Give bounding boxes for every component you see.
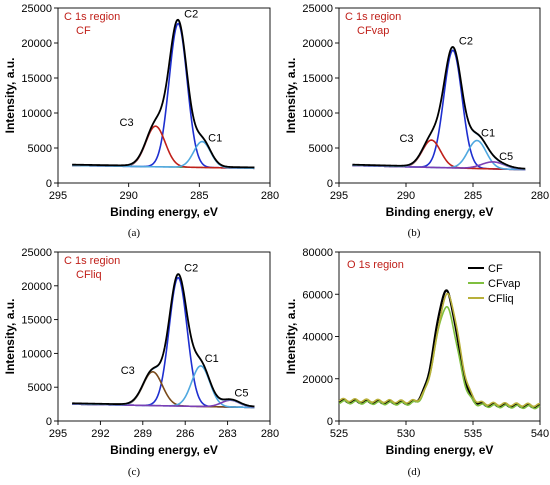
y-tick-label: 20000 — [302, 38, 333, 50]
peak-label-c2: C2 — [184, 9, 198, 21]
y-tick-label: 25000 — [21, 3, 52, 15]
y-tick-label: 15000 — [21, 315, 52, 327]
y-axis-label: Intensity, a.u. — [284, 58, 298, 134]
x-tick-label: 280 — [261, 428, 279, 440]
x-tick-label: 535 — [464, 428, 482, 440]
x-tick-label: 280 — [531, 190, 549, 202]
x-tick-label: 290 — [119, 190, 137, 202]
panel-tag: (c) — [128, 466, 141, 478]
plot-frame — [57, 251, 271, 422]
measured-spectrum-line — [72, 273, 255, 408]
x-tick-label: 525 — [330, 428, 348, 440]
panel-c-c1s-cfliq: 295 292 289 286 283 280 0 5000 10000 15000 20000 25… — [3, 247, 279, 478]
panel-d-o1s: 525 530 535 540 0 20000 40000 60000 80000 Binding… — [284, 247, 549, 478]
y-tick-label: 10000 — [21, 348, 52, 360]
y-tick-label: 15000 — [21, 73, 52, 85]
panel-b-c1s-cfvap: 295 290 285 280 0 5000 10000 15000 20000 25000 Bin… — [284, 3, 549, 239]
x-tick-label: 285 — [464, 190, 482, 202]
legend-label-cfvap: CFvap — [488, 278, 520, 290]
y-tick-label: 0 — [46, 178, 52, 190]
x-tick-label: 286 — [176, 428, 194, 440]
y-tick-label: 10000 — [302, 108, 333, 120]
x-tick-label: 295 — [49, 190, 67, 202]
y-tick-label: 20000 — [302, 374, 333, 386]
x-axis-label: Binding energy, eV — [386, 443, 494, 457]
x-tick-label: 540 — [531, 428, 549, 440]
peak-label-c1: C1 — [481, 128, 495, 140]
plot-frame — [57, 7, 271, 184]
x-tick-label: 285 — [190, 190, 208, 202]
panel-tag: (d) — [408, 466, 421, 478]
y-tick-label: 20000 — [21, 281, 52, 293]
y-tick-label: 80000 — [302, 247, 333, 259]
peak-label-c3: C3 — [121, 365, 135, 377]
x-tick-label: 295 — [49, 428, 67, 440]
peak-label-c5: C5 — [499, 151, 513, 163]
y-tick-label: 40000 — [302, 332, 333, 344]
x-axis-label: Binding energy, eV — [110, 443, 218, 457]
legend-label-cf: CF — [488, 263, 503, 275]
panel-title-sample: CF — [76, 25, 91, 37]
peak-label-c3: C3 — [399, 133, 413, 145]
y-tick-label: 25000 — [21, 247, 52, 259]
y-tick-label: 20000 — [21, 38, 52, 50]
x-tick-label: 530 — [397, 428, 415, 440]
y-tick-label: 5000 — [28, 382, 52, 394]
panel-title-region: C 1s region — [345, 11, 401, 23]
y-tick-label: 0 — [46, 416, 52, 428]
y-axis-label: Intensity, a.u. — [284, 299, 298, 375]
peak-label-c1: C1 — [205, 353, 219, 365]
x-tick-label: 289 — [134, 428, 152, 440]
series-cfliq-line — [338, 292, 541, 408]
series-cf-line — [338, 289, 541, 409]
panel-title-sample: CFliq — [76, 269, 102, 281]
plot-frame — [338, 7, 541, 184]
y-tick-label: 5000 — [28, 143, 52, 155]
y-axis-label: Intensity, a.u. — [3, 299, 17, 375]
peak-label-c3: C3 — [120, 117, 134, 129]
y-tick-label: 0 — [327, 178, 333, 190]
x-tick-label: 283 — [218, 428, 236, 440]
panel-title-sample: CFvap — [357, 25, 389, 37]
x-axis-label: Binding energy, eV — [110, 205, 218, 219]
y-tick-label: 60000 — [302, 289, 333, 301]
x-tick-label: 290 — [397, 190, 415, 202]
panel-title-region: O 1s region — [347, 259, 404, 271]
x-tick-label: 295 — [330, 190, 348, 202]
peak-label-c5: C5 — [234, 387, 248, 399]
y-axis-label: Intensity, a.u. — [3, 58, 17, 134]
y-tick-label: 10000 — [21, 108, 52, 120]
panel-title-region: C 1s region — [64, 11, 120, 23]
measured-spectrum-line — [72, 18, 255, 169]
y-tick-label: 15000 — [302, 73, 333, 85]
peak-label-c2: C2 — [184, 263, 198, 275]
y-tick-label: 25000 — [302, 3, 333, 15]
peak-label-c1: C1 — [208, 133, 222, 145]
panel-tag: (a) — [128, 227, 141, 239]
y-tick-label: 0 — [327, 416, 333, 428]
panel-a-c1s-cf: 295 290 285 280 0 5000 10000 15000 20000 25000 Bin… — [3, 3, 279, 239]
peak-label-c2: C2 — [459, 35, 473, 47]
x-tick-label: 292 — [91, 428, 109, 440]
measured-spectrum-line — [352, 45, 526, 170]
x-axis-label: Binding energy, eV — [386, 205, 494, 219]
x-tick-label: 280 — [261, 190, 279, 202]
panel-tag: (b) — [408, 227, 421, 239]
y-tick-label: 5000 — [309, 143, 333, 155]
fit-envelope-line — [72, 20, 255, 169]
legend-label-cfliq: CFliq — [488, 293, 514, 305]
panel-title-region: C 1s region — [64, 255, 120, 267]
